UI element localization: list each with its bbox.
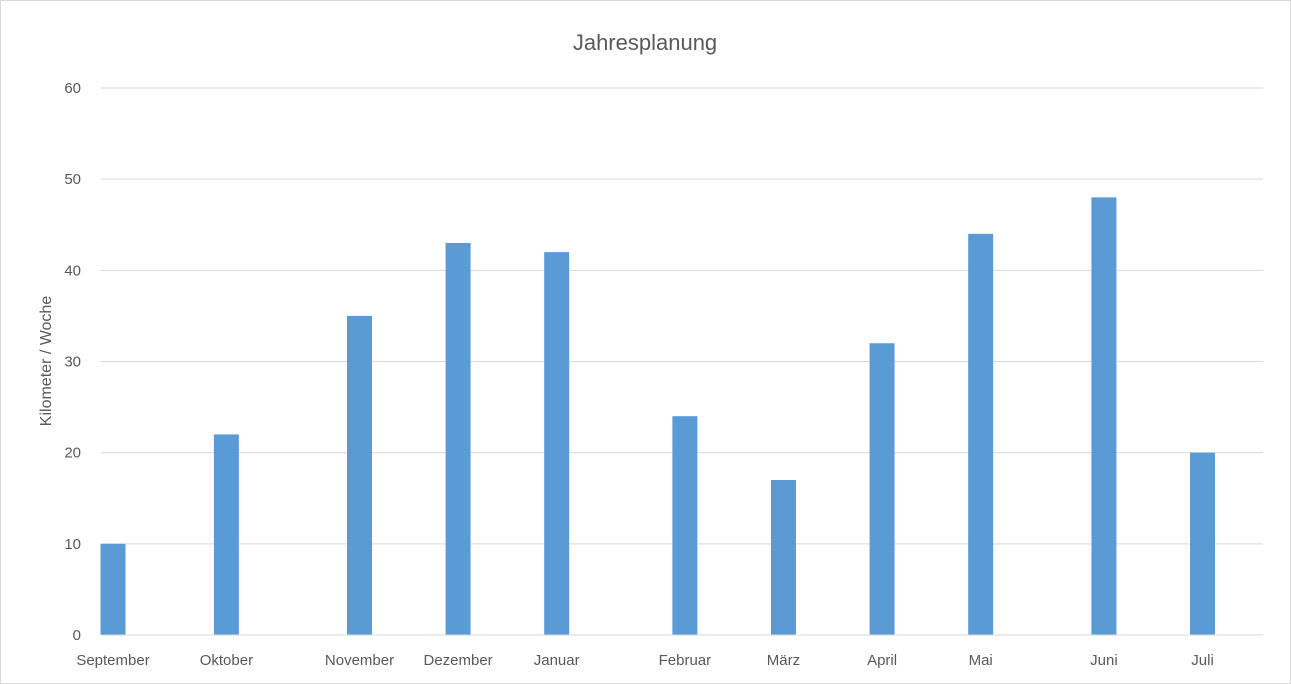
x-tick-label: November [325, 652, 394, 669]
x-axis-ticks: September Oktober November Dezember Januar Fe… [76, 652, 1213, 669]
x-tick-label: September [76, 652, 149, 669]
x-tick-label: Juni [1090, 652, 1118, 669]
x-tick-label: Oktober [200, 652, 253, 669]
bar-1 [213, 434, 239, 635]
y-tick-label: 0 [73, 627, 81, 644]
x-tick-label: Juli [1191, 652, 1214, 669]
y-tick-label: 40 [64, 262, 81, 279]
bar-5 [672, 416, 698, 635]
bar-2 [347, 315, 372, 635]
bar-3 [445, 242, 471, 635]
bar-8 [968, 233, 994, 635]
y-tick-label: 60 [64, 80, 81, 97]
y-axis-title: Kilometer / Woche [38, 296, 55, 427]
x-tick-label: Januar [534, 652, 580, 669]
chart-title: Jahresplanung [573, 30, 717, 55]
y-tick-label: 20 [64, 445, 81, 462]
bar-4 [544, 252, 570, 635]
bar-10 [1190, 452, 1216, 635]
y-tick-label: 30 [64, 354, 81, 371]
x-tick-label: März [767, 652, 800, 669]
y-tick-label: 50 [64, 171, 81, 188]
y-axis-ticks: 0 10 20 30 40 50 60 [64, 80, 81, 644]
x-tick-label: April [867, 652, 897, 669]
y-tick-label: 10 [64, 536, 81, 553]
gridlines [101, 87, 1263, 545]
bar-6 [770, 480, 796, 635]
x-tick-label: Februar [659, 652, 712, 669]
bar-0 [100, 543, 126, 635]
x-tick-label: Dezember [423, 652, 492, 669]
bars [100, 197, 1216, 635]
bar-7 [869, 343, 895, 635]
x-tick-label: Mai [969, 652, 993, 669]
bar-9 [1091, 197, 1117, 635]
